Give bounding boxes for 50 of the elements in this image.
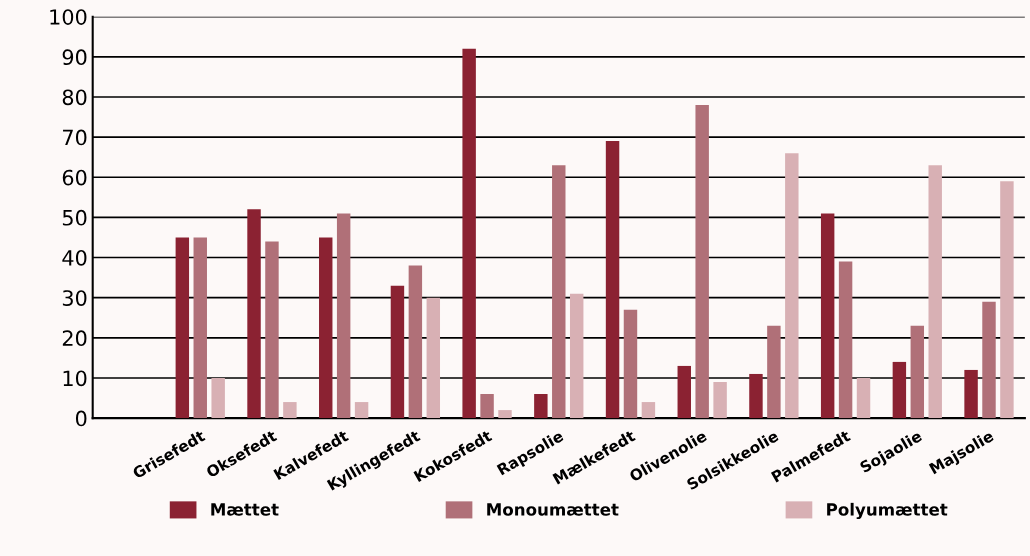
bar [175,237,190,419]
bar [534,394,548,419]
bar [211,377,225,419]
y-tick-label: 20 [62,330,87,347]
bar [283,402,297,419]
legend-label: Monoumættet [487,503,619,516]
y-tick-label: 10 [63,370,87,387]
bar [767,325,781,419]
bar [426,297,441,419]
bar [247,209,261,419]
bar [480,394,494,419]
y-tick-label: 60 [62,169,87,186]
bar [892,361,907,419]
y-tick-label: 100 [50,9,87,25]
bar [982,301,996,419]
bar [390,285,405,419]
bar [785,153,799,419]
bar [623,309,638,419]
bar [605,141,620,419]
bar [408,265,423,419]
bar [462,48,476,419]
bar [569,293,584,419]
bar [695,105,709,419]
bar [552,165,566,419]
bar [1000,181,1014,419]
bar [749,373,763,419]
bar [641,402,656,419]
legend-label: Mættet [211,503,279,516]
bar [910,325,925,419]
bar [928,165,942,419]
y-tick-label: 40 [62,249,87,266]
y-tick-label: 80 [62,89,87,106]
bar [713,381,727,419]
bar [964,369,978,419]
bar [336,213,351,419]
legend-label: Polyumættet [827,502,948,520]
y-tick-label: 50 [62,209,87,226]
bar [677,365,691,419]
bar [820,213,835,419]
bar [838,261,853,419]
bar [354,402,369,419]
bar [319,237,333,419]
bar [498,410,512,419]
y-tick-label: 90 [62,49,87,66]
y-tick-label: 30 [62,290,87,306]
bar [856,377,871,419]
y-tick-label: 0 [75,410,87,427]
bar [265,241,279,419]
y-tick-label: 70 [63,129,87,146]
bar [193,237,207,419]
